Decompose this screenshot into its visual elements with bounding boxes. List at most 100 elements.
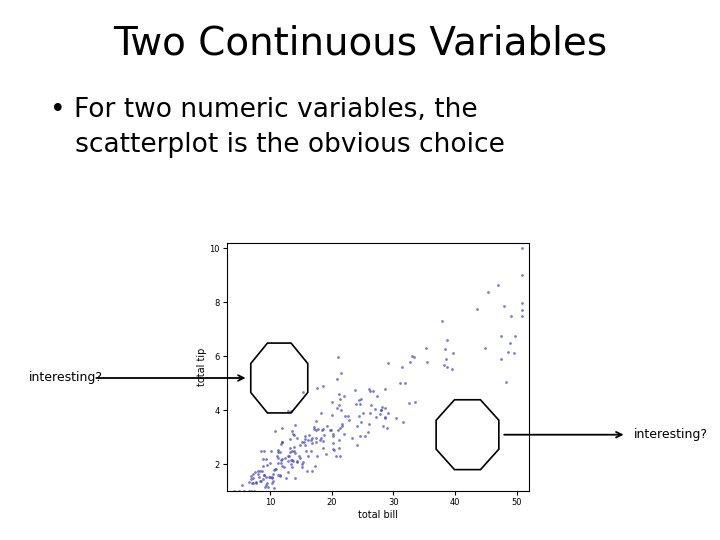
Point — [316, 426, 328, 434]
Point — [492, 280, 504, 289]
Point — [317, 436, 328, 445]
Point — [258, 462, 269, 471]
Point — [255, 477, 266, 485]
Point — [357, 409, 369, 417]
Point — [280, 473, 292, 482]
Point — [328, 429, 339, 438]
Point — [382, 424, 393, 433]
Point — [353, 412, 364, 421]
Point — [284, 447, 295, 456]
Point — [509, 332, 521, 340]
Point — [397, 417, 409, 426]
Point — [228, 487, 240, 496]
Point — [282, 451, 293, 460]
Point — [472, 305, 483, 314]
Point — [505, 339, 516, 347]
Point — [287, 456, 299, 465]
Point — [343, 412, 354, 421]
Point — [332, 374, 343, 383]
Point — [276, 424, 287, 433]
Point — [308, 423, 320, 431]
Point — [287, 427, 298, 435]
Point — [336, 420, 348, 429]
Point — [448, 348, 459, 357]
Point — [310, 462, 321, 470]
Point — [505, 311, 517, 320]
Point — [284, 451, 295, 460]
Point — [253, 473, 265, 482]
Point — [243, 487, 255, 496]
Point — [251, 477, 262, 486]
Point — [260, 483, 271, 491]
Point — [258, 447, 269, 455]
Point — [248, 470, 259, 478]
Point — [272, 446, 284, 454]
Point — [325, 426, 336, 434]
Point — [334, 424, 346, 433]
Point — [404, 358, 415, 367]
Point — [379, 413, 391, 422]
Point — [251, 479, 262, 488]
Point — [255, 467, 266, 475]
Point — [296, 460, 307, 468]
Point — [332, 404, 343, 413]
Point — [256, 467, 268, 475]
Point — [377, 403, 388, 411]
Point — [250, 468, 261, 476]
Point — [306, 438, 318, 447]
Point — [355, 395, 366, 404]
Point — [374, 410, 386, 418]
Point — [366, 401, 377, 410]
Point — [364, 387, 375, 396]
Point — [276, 462, 288, 470]
Point — [379, 414, 390, 423]
Point — [274, 472, 286, 481]
Point — [516, 244, 528, 253]
Point — [328, 431, 339, 440]
Point — [500, 378, 512, 387]
Point — [268, 483, 279, 492]
Point — [286, 447, 297, 456]
Point — [287, 463, 298, 471]
Point — [297, 457, 309, 466]
Point — [312, 425, 324, 434]
Point — [482, 287, 494, 296]
Point — [317, 382, 328, 391]
Point — [261, 460, 273, 469]
Point — [310, 426, 322, 434]
Point — [350, 386, 361, 394]
Point — [264, 458, 276, 467]
Point — [278, 463, 289, 471]
Point — [261, 454, 272, 463]
Point — [318, 443, 329, 452]
Point — [276, 438, 288, 447]
Point — [274, 471, 286, 480]
Point — [265, 447, 276, 456]
Point — [382, 409, 394, 417]
Point — [326, 410, 338, 419]
Point — [269, 427, 281, 436]
Point — [302, 451, 313, 460]
Point — [375, 406, 387, 415]
Point — [311, 416, 323, 425]
Point — [282, 456, 294, 465]
Point — [258, 475, 269, 484]
Point — [336, 406, 347, 415]
Point — [420, 343, 432, 352]
Point — [372, 392, 383, 400]
Point — [307, 467, 318, 476]
Point — [258, 471, 270, 480]
Point — [272, 453, 284, 462]
Point — [441, 335, 453, 344]
Point — [336, 421, 348, 430]
Point — [335, 369, 346, 377]
Text: Two Continuous Variables: Two Continuous Variables — [113, 24, 607, 62]
Point — [379, 384, 391, 393]
Point — [294, 441, 306, 449]
Point — [253, 470, 264, 478]
Point — [263, 472, 274, 481]
Point — [298, 437, 310, 446]
Point — [508, 349, 520, 357]
Point — [355, 417, 366, 426]
Point — [409, 397, 420, 406]
